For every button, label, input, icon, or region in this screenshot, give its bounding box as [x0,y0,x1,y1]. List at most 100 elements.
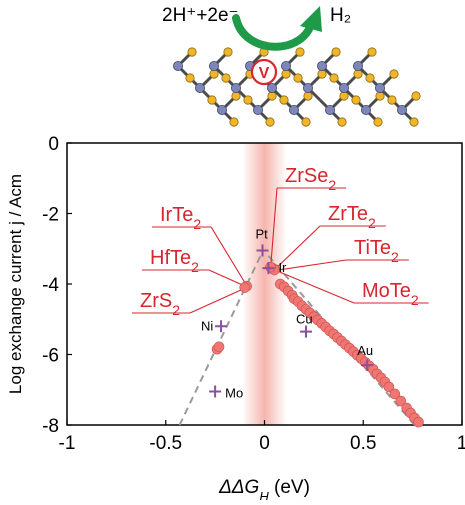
metal-atom [230,83,241,94]
metal-label: Pt [256,227,269,242]
chalcogen-atom [409,117,419,127]
x-tick-label: 0 [259,433,270,454]
metal-atom [194,83,205,94]
metal-label: Ir [278,260,287,275]
chalcogen-atom [351,95,361,105]
callout-label: ZrS2 [140,290,180,318]
metal-label: Mo [225,386,243,401]
reaction-left-text: 2H⁺+2e⁻ [162,5,239,26]
chalcogen-atom [209,69,219,79]
metal-atom [360,105,371,116]
data-point-plus [361,359,374,372]
metal-atom [352,61,363,72]
vacancy-marker [250,58,278,86]
metal-atom [280,61,291,72]
metal-atom [172,61,183,72]
x-axis-label-unit: (eV) [269,477,310,498]
chalcogen-atom [367,47,377,57]
metal-atom [324,105,335,116]
chalcogen-atom [281,69,291,79]
metal-label: Cu [296,312,313,327]
callout-leader [210,226,248,287]
chalcogen-atom [221,73,231,83]
metal-atom [288,105,299,116]
reaction-arrow-head [300,6,322,32]
y-tick-label: -6 [42,346,59,367]
metal-atom [396,105,407,116]
callout-leader [189,287,245,314]
callout-label: HfTe2 [150,247,199,275]
data-labels: Pt Ir Ni Mo Cu Au ZrSe2 IrTe2 ZrTe2 HfTe2 TiTe2 ZrS… [140,165,419,401]
callout-leader [208,269,247,288]
chalcogen-atom [339,91,349,101]
callout-label: IrTe2 [160,204,201,232]
chalcogen-atom [231,91,241,101]
callout-leader [274,259,347,272]
y-tick-label: -8 [42,416,59,437]
chalcogen-atom [293,73,303,83]
chalcogen-atom [279,95,289,105]
y-axis-label: Log exchange current j / Acm [6,174,25,394]
data-point-plus [256,244,269,257]
data-point-circle [213,341,225,353]
data-point-plus [215,320,228,333]
data-point-circle [383,381,395,393]
chalcogen-atom [331,47,341,57]
x-axis-label-sub: H [259,489,269,501]
chalcogen-atom [301,117,311,127]
data-point-plus [209,385,222,398]
chalcogen-atom [267,91,277,101]
chalcogen-atom [387,95,397,105]
callout-leader [276,270,355,304]
callout-label: MoTe2 [362,280,419,308]
chalcogen-atom [337,117,347,127]
callout-label: ZrTe2 [328,203,376,231]
metal-atom [338,83,349,94]
metal-atom [266,83,277,94]
chalcogen-atom [353,69,363,79]
callout-lines [132,187,429,314]
y-tick-label: -2 [42,205,59,226]
metal-atom [208,61,219,72]
data-point-circle [265,261,276,273]
chalcogen-atom [329,73,339,83]
x-axis-label-main: ΔΔG [218,477,259,498]
data-point-circle [239,282,251,293]
x-tick-label: 1 [457,433,465,454]
callout-label: ZrSe2 [285,165,336,193]
metal-atom [252,105,263,116]
x-tick-label: -0.5 [149,433,182,454]
chalcogen-atom [243,95,253,105]
chalcogen-atom [223,47,233,57]
metal-atom [216,105,227,116]
data-points [209,244,424,428]
data-point-plus [299,325,312,338]
chalcogen-atom [185,73,195,83]
callout-leader [269,187,278,270]
reaction-right-text: H₂ [330,5,351,26]
x-axis-label: ΔΔGH (eV) [218,477,310,500]
metal-atom [302,83,313,94]
mos2-vacancy-schematic: 2H⁺+2e⁻ H₂ V [162,5,421,127]
metal-label: Ni [201,318,213,333]
data-point-circle [395,395,407,407]
chalcogen-atom [365,73,375,83]
chalcogen-atom [375,91,385,101]
chalcogen-atom [411,91,421,101]
y-tick-label: -4 [42,275,59,296]
metal-atom [374,83,385,94]
data-point-plus [262,262,275,275]
x-tick-label: -1 [59,433,76,454]
data-point-circle [389,388,401,400]
metal-label: Au [357,343,373,358]
chalcogen-atom [303,91,313,101]
y-tick-label: 0 [48,134,59,155]
chalcogen-atom [317,69,327,79]
reaction-arrow [232,14,316,51]
axis-ticks: -1 -0.5 0 0.5 1 0 -2 -4 -6 -8 [42,134,465,454]
data-point-circle [413,416,424,428]
callout-leader [273,225,321,271]
metal-atom [316,61,327,72]
chalcogen-atom [187,47,197,57]
